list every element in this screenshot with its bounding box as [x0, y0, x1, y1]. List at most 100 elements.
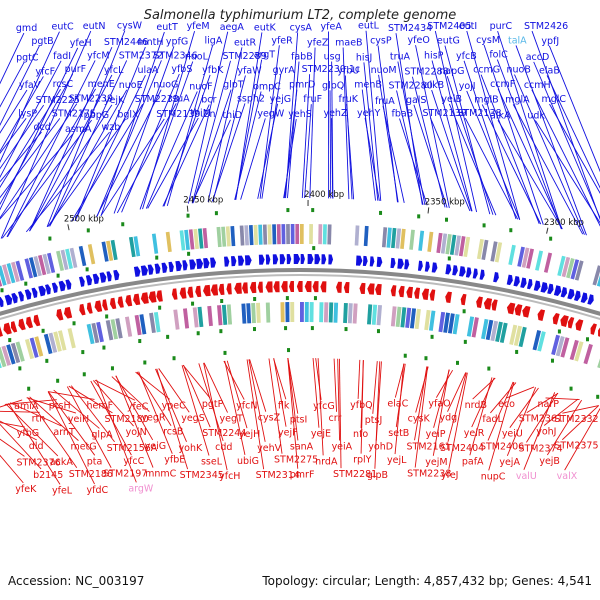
reverse-gene-label[interactable]: setB [388, 428, 409, 439]
forward-gene-label[interactable]: pmrD [289, 80, 316, 91]
forward-gene-label[interactable]: yejK [104, 95, 125, 106]
forward-gene-label[interactable]: thiM [190, 108, 211, 119]
reverse-gene-label[interactable]: ptsI [290, 415, 308, 426]
reverse-gene-label[interactable]: ptsJ [365, 415, 383, 426]
forward-gene-label[interactable]: STM2233 [135, 94, 179, 105]
reverse-gene-label[interactable]: dld [29, 441, 44, 452]
forward-gene-label[interactable]: fruA [375, 96, 395, 107]
reverse-gene-label[interactable]: yejE [311, 429, 331, 440]
forward-gene-label[interactable]: alkA [490, 110, 511, 121]
forward-gene-label[interactable]: ligA [205, 36, 223, 47]
forward-gene-label[interactable]: yfaW [237, 66, 262, 77]
reverse-gene-label[interactable]: yejM [425, 457, 447, 468]
forward-gene-label[interactable]: STM2230.1c [302, 64, 361, 75]
forward-gene-label[interactable]: nuoB [506, 65, 530, 76]
reverse-gene-label[interactable]: cdd [215, 442, 232, 453]
forward-gene-label[interactable]: pgtC [16, 52, 39, 63]
reverse-gene-label[interactable]: yejL [387, 455, 407, 466]
forward-gene-label[interactable]: STM2426 [524, 21, 568, 32]
forward-gene-label[interactable]: rcsC [53, 79, 74, 90]
reverse-gene-label[interactable]: yohD [368, 442, 393, 453]
forward-gene-label[interactable]: folC [489, 50, 508, 61]
forward-gene-label[interactable]: fbaB [391, 109, 413, 120]
forward-gene-label[interactable]: nuoM [371, 65, 397, 76]
forward-gene-label[interactable]: yfbS [171, 64, 192, 75]
reverse-gene-label[interactable]: yojN [126, 427, 147, 438]
reverse-gene-label[interactable]: STM2374 [518, 443, 562, 454]
reverse-gene-label[interactable]: STM2361 [519, 414, 563, 425]
reverse-gene-label[interactable]: STM2180 [104, 414, 148, 425]
forward-gene-label[interactable]: yfeZ [307, 38, 329, 49]
forward-gene-label[interactable]: argT [254, 50, 276, 61]
forward-gene-label[interactable]: ulaA [137, 65, 158, 76]
reverse-gene-label[interactable]: fadL [482, 414, 503, 425]
reverse-gene-label[interactable]: arnT [53, 427, 75, 438]
forward-gene-label[interactable]: usg [324, 52, 341, 63]
forward-gene-label[interactable]: yegW [257, 108, 284, 119]
reverse-gene-label[interactable]: nrdB [465, 400, 487, 411]
reverse-gene-label[interactable]: yfcC [123, 456, 144, 467]
reverse-gene-label[interactable]: ptsH [49, 401, 71, 412]
reverse-gene-label[interactable]: ypeC [162, 400, 186, 411]
forward-gene-label[interactable]: rsuA [168, 93, 190, 104]
forward-gene-label[interactable]: cysW [117, 21, 143, 32]
reverse-gene-label[interactable]: sanA [290, 441, 314, 452]
reverse-gene-label[interactable]: yfeL [52, 485, 73, 496]
forward-gene-label[interactable]: STM2289 [223, 51, 267, 62]
reverse-gene-label[interactable]: b2145 [33, 470, 63, 481]
forward-gene-label[interactable]: glpT [223, 80, 244, 91]
forward-gene-label[interactable]: ypfJ [541, 36, 559, 47]
forward-gene-label[interactable]: fadI [53, 51, 71, 62]
reverse-gene-label[interactable]: STM2281 [333, 469, 377, 480]
forward-gene-label[interactable]: yejG [270, 94, 291, 105]
forward-gene-label[interactable]: nuoE [119, 80, 143, 91]
forward-gene-label[interactable]: ypfG [166, 36, 188, 47]
forward-gene-label[interactable]: lysP [18, 108, 37, 119]
forward-gene-label[interactable]: truA [390, 52, 411, 63]
forward-gene-label[interactable]: mglA [505, 94, 530, 105]
forward-gene-label[interactable]: gyrA [273, 65, 296, 76]
reverse-gene-label[interactable]: STM2332 [554, 414, 598, 425]
forward-gene-label[interactable]: hisP [424, 51, 444, 62]
forward-gene-label[interactable]: ccmF [490, 79, 515, 90]
forward-gene-label[interactable]: STM2346 [153, 50, 197, 61]
forward-gene-label[interactable]: hisJ [356, 52, 372, 63]
reverse-gene-label[interactable]: yfdC [87, 485, 109, 496]
reverse-gene-label[interactable]: ackA [50, 457, 74, 468]
reverse-gene-label[interactable]: STM2238 [407, 469, 451, 480]
reverse-gene-label[interactable]: pta [87, 456, 103, 467]
reverse-gene-label[interactable]: yfcN [236, 401, 257, 412]
forward-gene-label[interactable]: purC [490, 21, 513, 32]
reverse-gene-label[interactable]: pafA [462, 456, 484, 467]
forward-gene-label[interactable]: ssph2 [237, 93, 265, 104]
forward-gene-label[interactable]: yfeA [321, 22, 343, 33]
forward-gene-label[interactable]: ccmG [473, 65, 500, 76]
forward-gene-label[interactable]: STM2138 [457, 108, 501, 119]
reverse-gene-label[interactable]: STM2244 [202, 428, 246, 439]
reverse-gene-label[interactable]: yeiH [68, 414, 89, 425]
forward-gene-label[interactable]: eutR [234, 37, 257, 48]
forward-gene-label[interactable]: STM2280 [389, 81, 433, 92]
forward-gene-label[interactable]: asmA [65, 124, 92, 135]
forward-gene-label[interactable]: bglX [117, 109, 139, 120]
forward-gene-label[interactable]: yehY [357, 108, 380, 119]
reverse-gene-label[interactable]: sseL [201, 457, 223, 468]
reverse-gene-label[interactable]: yfcH [219, 471, 240, 482]
forward-gene-label[interactable]: yehS [288, 109, 312, 120]
forward-gene-label[interactable]: yfcB [456, 51, 477, 62]
forward-gene-label[interactable]: cysA [290, 22, 313, 33]
reverse-gene-label[interactable]: STM2186 [69, 469, 113, 480]
forward-gene-label[interactable]: yfbK [202, 65, 224, 76]
forward-gene-label[interactable]: yfeO [408, 35, 430, 46]
forward-gene-label[interactable]: menB [354, 80, 382, 91]
forward-gene-label[interactable]: pbpG [84, 110, 109, 121]
reverse-gene-label[interactable]: flk [278, 400, 290, 411]
reverse-gene-label[interactable]: yegT [220, 414, 243, 425]
reverse-gene-label[interactable]: hemF [87, 400, 114, 411]
reverse-gene-label[interactable]: STM2161 [407, 441, 451, 452]
forward-gene-label[interactable]: STM2139 [422, 108, 466, 119]
reverse-gene-label[interactable]: yejB [539, 456, 560, 467]
reverse-gene-label[interactable]: yehV [257, 443, 281, 454]
reverse-gene-label[interactable]: STM2275 [274, 455, 318, 466]
reverse-gene-label[interactable]: yeiR [464, 428, 485, 439]
